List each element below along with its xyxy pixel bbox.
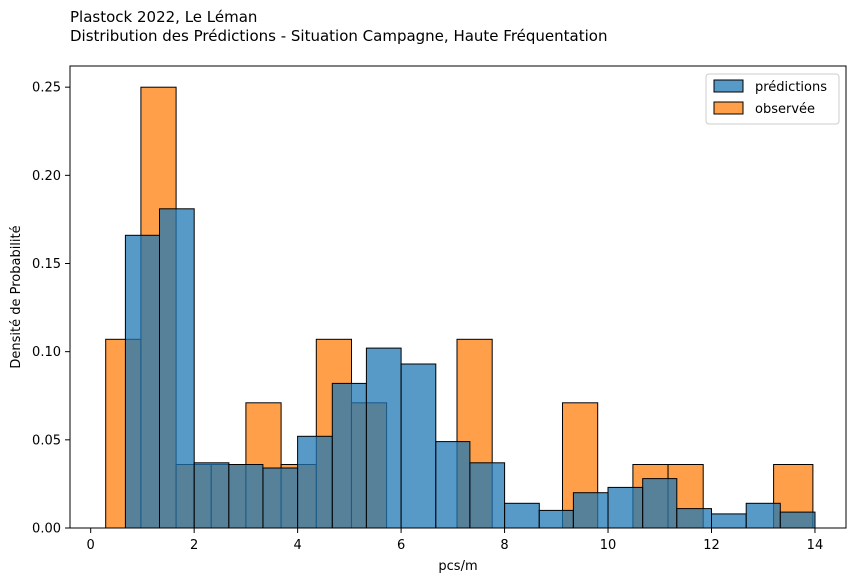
prediction-bar-2: [193, 462, 230, 529]
x-tick-label-0: 0: [87, 538, 95, 553]
prediction-bar-19: [779, 511, 816, 529]
y-tick-label-4: 0.20: [32, 169, 61, 184]
prediction-bar-11: [504, 502, 540, 529]
legend-swatch-observed: [713, 101, 744, 115]
x-tick-label-7: 14: [807, 538, 824, 553]
prediction-bar-13: [572, 492, 609, 529]
prediction-bar-9: [435, 441, 471, 529]
legend: prédictions observée: [705, 73, 840, 125]
x-tick-label-4: 8: [500, 538, 508, 553]
y-tick-label-5: 0.25: [32, 81, 61, 96]
prediction-bar-6: [331, 382, 367, 529]
prediction-bar-7: [365, 347, 402, 529]
y-axis-ticks: 0.00 0.05 0.10 0.15 0.20 0.25: [32, 81, 70, 537]
prediction-bar-1: [159, 208, 195, 529]
prediction-bar-18: [745, 502, 781, 529]
prediction-bar-12: [538, 509, 574, 529]
prediction-bar-4: [262, 467, 299, 529]
y-tick-label-0: 0.00: [32, 522, 61, 537]
y-tick-label-3: 0.15: [32, 257, 61, 272]
x-tick-label-2: 4: [293, 538, 301, 553]
prediction-bar-15: [642, 478, 678, 529]
chart-title: Plastock 2022, Le Léman: [70, 8, 257, 26]
prediction-bar-17: [711, 513, 747, 529]
y-tick-label-1: 0.05: [32, 433, 61, 448]
prediction-bar-14: [607, 486, 644, 529]
prediction-bar-16: [676, 508, 712, 529]
prediction-bars: [124, 208, 816, 529]
prediction-bar-10: [469, 462, 506, 529]
y-tick-label-2: 0.10: [32, 345, 61, 360]
chart-subtitle: Distribution des Prédictions - Situation…: [70, 27, 607, 45]
x-axis-label: pcs/m: [438, 559, 477, 574]
prediction-bar-5: [297, 435, 333, 529]
prediction-bar-8: [400, 363, 437, 529]
y-axis-label: Densité de Probabilité: [9, 225, 24, 368]
x-tick-label-3: 6: [397, 538, 405, 553]
prediction-bar-3: [228, 464, 264, 529]
x-tick-label-1: 2: [190, 538, 198, 553]
legend-label-predictions: prédictions: [755, 80, 827, 95]
x-tick-label-5: 10: [600, 538, 617, 553]
prediction-bar-0: [124, 234, 160, 529]
legend-swatch-predictions: [713, 79, 744, 93]
x-tick-label-6: 12: [703, 538, 720, 553]
legend-label-observed: observée: [755, 102, 815, 117]
plot-frame: [69, 65, 847, 529]
x-axis-ticks: 0 2 4 6 8 10 12 14: [87, 528, 824, 553]
